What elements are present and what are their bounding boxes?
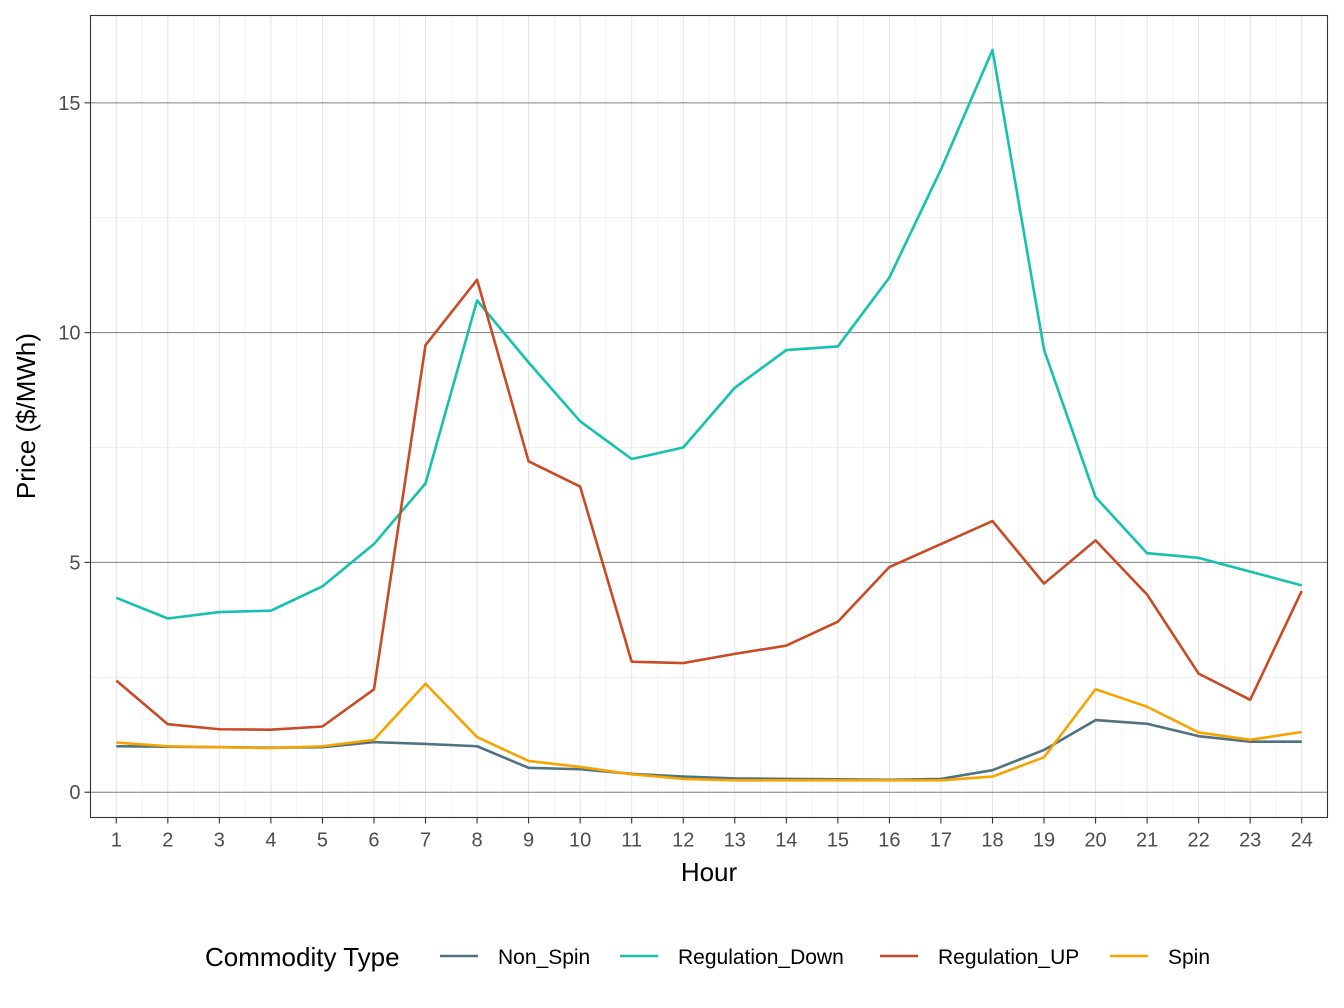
y-tick-label: 5 <box>69 552 80 574</box>
x-tick-label: 18 <box>981 830 1003 852</box>
x-tick-label: 12 <box>672 830 694 852</box>
x-tick-label: 17 <box>930 830 952 852</box>
x-tick-label: 22 <box>1188 830 1210 852</box>
x-tick-label: 9 <box>523 830 534 852</box>
legend-label-regulation-up: Regulation_UP <box>938 946 1079 969</box>
legend-label-spin: Spin <box>1168 946 1210 969</box>
x-tick-label: 19 <box>1033 830 1055 852</box>
x-tick-label: 11 <box>621 830 642 852</box>
x-tick-label: 8 <box>472 830 483 852</box>
y-axis: 0 5 10 15 <box>58 93 91 804</box>
x-tick-label: 21 <box>1136 830 1158 852</box>
x-tick-label: 2 <box>162 830 173 852</box>
x-axis-title: Hour <box>681 857 738 887</box>
major-gridlines <box>90 15 1328 818</box>
x-tick-label: 4 <box>265 830 276 852</box>
series-line-spin <box>116 682 1302 782</box>
x-tick-label: 7 <box>420 830 431 852</box>
x-tick-label: 5 <box>317 830 328 852</box>
x-tick-label: 3 <box>214 830 225 852</box>
x-tick-label: 16 <box>878 830 900 852</box>
y-tick-label: 15 <box>58 93 80 115</box>
minor-gridlines <box>90 15 1328 818</box>
series-line-regulation-up <box>115 278 1303 732</box>
legend-title: Commodity Type <box>205 942 400 972</box>
series-lines <box>115 48 1303 782</box>
x-tick-label: 20 <box>1084 830 1106 852</box>
y-axis-title: Price ($/MWh) <box>11 333 41 499</box>
x-tick-label: 13 <box>724 830 746 852</box>
x-tick-label: 15 <box>827 830 849 852</box>
legend: Commodity Type Non_Spin Regulation_Down Re… <box>205 942 1210 972</box>
x-tick-label: 10 <box>569 830 591 852</box>
x-tick-label: 24 <box>1291 830 1313 852</box>
y-tick-label: 10 <box>58 323 80 345</box>
plot-panel-border <box>89 14 1329 819</box>
x-tick-label: 6 <box>368 830 379 852</box>
legend-items: Non_Spin Regulation_Down Regulation_UP Spin <box>440 946 1210 969</box>
x-axis: 1 2 3 4 5 6 7 8 9 10 11 12 13 14 15 16 17 18 19 20 21 22 23 24 <box>111 817 1313 852</box>
y-tick-label: 0 <box>69 782 80 804</box>
legend-label-regulation-down: Regulation_Down <box>678 946 844 969</box>
x-tick-label: 23 <box>1239 830 1261 852</box>
series-line-regulation-down <box>115 48 1303 620</box>
x-tick-label: 1 <box>111 830 122 852</box>
legend-label-non-spin: Non_Spin <box>498 946 590 969</box>
x-tick-label: 14 <box>775 830 797 852</box>
